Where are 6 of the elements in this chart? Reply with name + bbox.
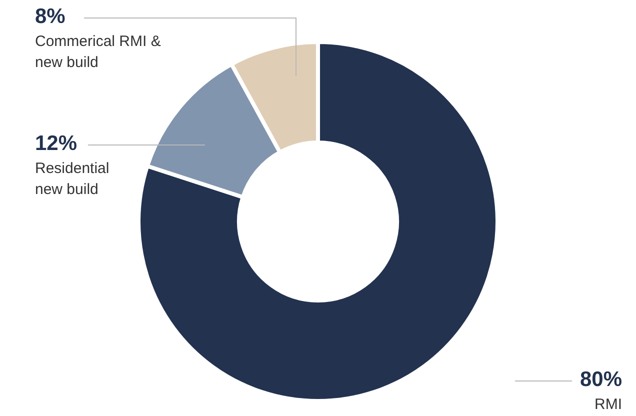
data-label: 12% [35,131,78,157]
slice-label: RMI [594,395,622,415]
slice-label: Commerical RMI & new build [35,32,162,73]
slice-label: Residential new build [35,159,110,200]
data-label: 8% [35,4,66,30]
data-label: 80% [578,367,622,393]
